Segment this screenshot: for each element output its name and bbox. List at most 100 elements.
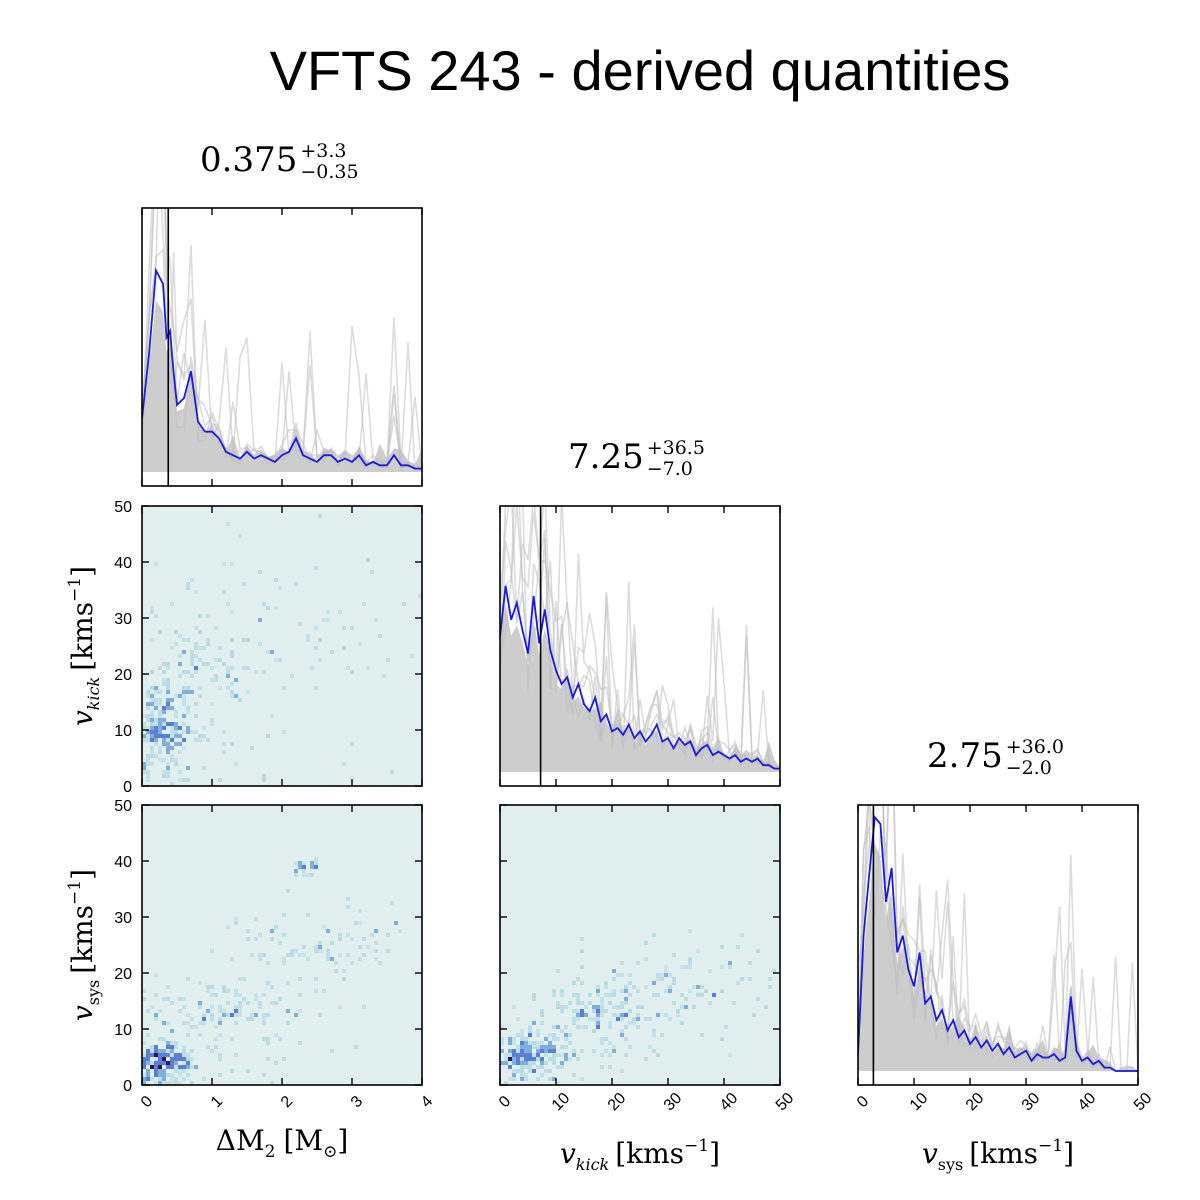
hist2d-cell bbox=[520, 1045, 524, 1049]
vsys-minus: −2.0 bbox=[1005, 757, 1052, 779]
hist2d-cell bbox=[612, 977, 616, 981]
hist2d-cell bbox=[182, 1077, 186, 1081]
hist2d-cell bbox=[540, 1013, 544, 1017]
hist2d-cell bbox=[162, 1069, 166, 1073]
hist2d-cell bbox=[238, 698, 242, 702]
hist2d-cell bbox=[202, 662, 206, 666]
panel-frame-m3 bbox=[857, 804, 1139, 1086]
hist2d-cell bbox=[178, 654, 182, 658]
hist2d-cell bbox=[556, 1025, 560, 1029]
hist2d-cell bbox=[688, 965, 692, 969]
hist2d-cell bbox=[158, 726, 162, 730]
hist2d-cell bbox=[194, 646, 198, 650]
hist2d-cell bbox=[692, 985, 696, 989]
hist2d-cell bbox=[636, 961, 640, 965]
hist2d-cell bbox=[246, 1017, 250, 1021]
marginal-fill bbox=[500, 604, 780, 772]
hist2d-cell bbox=[254, 937, 258, 941]
hist2d-cell bbox=[186, 1073, 190, 1077]
hist2d-cell bbox=[628, 1021, 632, 1025]
hist2d-cell bbox=[314, 865, 318, 869]
hist2d-cell bbox=[226, 666, 230, 670]
hist2d-cell bbox=[154, 686, 158, 690]
hist2d-cell bbox=[576, 1013, 580, 1017]
hist2d-cell bbox=[182, 1057, 186, 1061]
vsys-median: 2.75 bbox=[927, 736, 1003, 776]
hist2d-cell bbox=[310, 873, 314, 877]
hist2d-cell bbox=[556, 1065, 560, 1069]
hist2d-cell bbox=[516, 1045, 520, 1049]
hist2d-cell bbox=[318, 658, 322, 662]
hist2d-cell bbox=[672, 1001, 676, 1005]
hist2d-cell bbox=[608, 993, 612, 997]
hist2d-cell bbox=[688, 929, 692, 933]
hist2d-cell bbox=[540, 1021, 544, 1025]
hist2d-cell bbox=[500, 1061, 504, 1065]
hist2d-cell bbox=[210, 702, 214, 706]
hist2d-cell bbox=[194, 666, 198, 670]
hist2d-cell bbox=[238, 534, 242, 538]
hist2d-cell bbox=[142, 726, 146, 730]
hist2d-cell bbox=[608, 1001, 612, 1005]
hist2d-cell bbox=[358, 957, 362, 961]
hist2d-cell bbox=[318, 1013, 322, 1017]
hist2d-cell bbox=[520, 1029, 524, 1033]
hist2d-cell bbox=[246, 690, 250, 694]
hist2d-cell bbox=[262, 1017, 266, 1021]
hist2d-cell bbox=[402, 602, 406, 606]
hist2d-cell bbox=[258, 642, 262, 646]
hist2d-cell bbox=[596, 993, 600, 997]
marginal-fill bbox=[858, 842, 1138, 1071]
x-label-dm2: ΔM2 [M⊙] bbox=[216, 1124, 349, 1162]
hist2d-cell bbox=[346, 897, 350, 901]
hist2d-cell bbox=[584, 1013, 588, 1017]
hist2d-cell bbox=[146, 690, 150, 694]
hist2d-cell bbox=[524, 1053, 528, 1057]
hist2d-cell bbox=[314, 861, 318, 865]
hist2d-cell bbox=[146, 774, 150, 778]
hist2d-cell bbox=[154, 738, 158, 742]
hist2d-cell bbox=[270, 650, 274, 654]
hist2d-cell bbox=[500, 1025, 504, 1029]
hist2d-cell bbox=[668, 985, 672, 989]
hist2d-cell bbox=[206, 614, 210, 618]
hist2d-cell bbox=[226, 674, 230, 678]
hist2d-cell bbox=[556, 1005, 560, 1009]
hist2d-cell bbox=[158, 1069, 162, 1073]
hist2d-cell bbox=[596, 1025, 600, 1029]
x-tick-label: 0 bbox=[138, 1093, 156, 1111]
hist2d-cell bbox=[234, 1021, 238, 1025]
hist2d-cell bbox=[182, 698, 186, 702]
hist2d-cell bbox=[298, 622, 302, 626]
hist2d-cell bbox=[246, 638, 250, 642]
hist2d-cell bbox=[154, 702, 158, 706]
hist2d-cell bbox=[286, 1021, 290, 1025]
hist2d-cell bbox=[596, 989, 600, 993]
hist2d-cell bbox=[536, 1049, 540, 1053]
hist2d-cell bbox=[624, 997, 628, 1001]
hist2d-cell bbox=[362, 602, 366, 606]
hist2d-cell bbox=[262, 1073, 266, 1077]
hist2d-cell bbox=[142, 738, 146, 742]
hist2d-cell bbox=[266, 961, 270, 965]
hist2d-cell bbox=[576, 1009, 580, 1013]
hist2d-cell bbox=[374, 929, 378, 933]
hist2d-cell bbox=[178, 674, 182, 678]
hist2d-cell bbox=[274, 1001, 278, 1005]
hist2d-cell bbox=[318, 945, 322, 949]
hist2d-cell bbox=[532, 1069, 536, 1073]
hist2d-cell bbox=[190, 1017, 194, 1021]
hist2d-cell bbox=[540, 1049, 544, 1053]
hist2d-cell bbox=[306, 873, 310, 877]
hist2d-cell bbox=[572, 1049, 576, 1053]
hist2d-cell bbox=[230, 682, 234, 686]
hist2d-cell bbox=[158, 1053, 162, 1057]
hist2d-cell bbox=[150, 1077, 154, 1081]
hist2d-cell bbox=[162, 1053, 166, 1057]
hist2d-cell bbox=[226, 925, 230, 929]
hist2d-cell bbox=[154, 754, 158, 758]
hist2d-cell bbox=[390, 901, 394, 905]
hist2d-cell bbox=[560, 1065, 564, 1069]
hist2d-cell bbox=[214, 678, 218, 682]
hist2d-cell bbox=[728, 1053, 732, 1057]
